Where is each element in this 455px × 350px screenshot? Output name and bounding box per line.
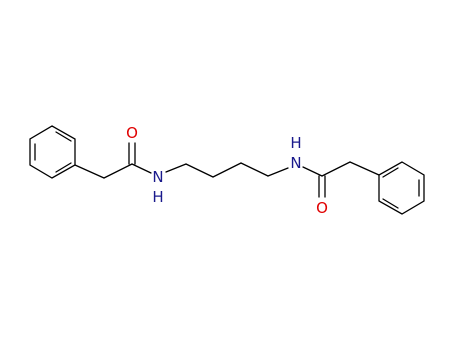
ring-left [29,125,76,179]
bond [321,161,351,177]
bond [302,166,323,177]
bond [185,163,214,178]
bond [74,164,105,179]
bond [240,162,269,177]
double-bond [55,162,72,173]
atom-label: N [290,154,301,172]
bond [103,163,133,179]
atom-label: H [290,134,301,152]
bond [267,167,289,177]
atom-label: O [316,199,328,217]
bond [212,162,242,178]
bond [349,161,380,176]
double-bond [382,167,399,178]
atom-label: O [126,124,138,142]
double-bond [382,198,399,209]
atom-label: N [152,168,163,186]
double-bond [55,131,72,142]
bonds [29,125,425,215]
atom-labels: O N H N H O [126,124,328,217]
ring-right [378,161,425,215]
bond [165,163,187,173]
bond [131,163,152,174]
atom-label: H [152,188,163,206]
